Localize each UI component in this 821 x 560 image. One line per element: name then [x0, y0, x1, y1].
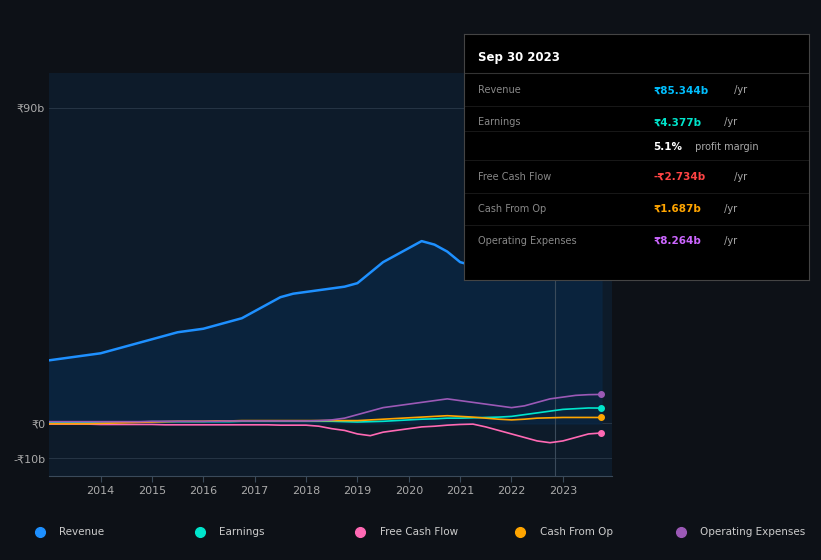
Text: Revenue: Revenue — [59, 527, 104, 537]
Text: /yr: /yr — [721, 236, 737, 246]
Text: Cash From Op: Cash From Op — [478, 203, 546, 213]
Text: Operating Expenses: Operating Expenses — [700, 527, 805, 537]
Text: ₹1.687b: ₹1.687b — [654, 203, 701, 213]
Text: Earnings: Earnings — [478, 117, 521, 127]
Text: Earnings: Earnings — [219, 527, 265, 537]
Text: -₹2.734b: -₹2.734b — [654, 171, 706, 181]
Text: Free Cash Flow: Free Cash Flow — [379, 527, 458, 537]
Text: Sep 30 2023: Sep 30 2023 — [478, 51, 560, 64]
Text: /yr: /yr — [731, 171, 747, 181]
Text: ₹8.264b: ₹8.264b — [654, 236, 701, 246]
Text: Cash From Op: Cash From Op — [539, 527, 612, 537]
Text: /yr: /yr — [731, 85, 747, 95]
Text: profit margin: profit margin — [692, 142, 759, 152]
Text: /yr: /yr — [721, 117, 737, 127]
Text: 5.1%: 5.1% — [654, 142, 682, 152]
Text: Operating Expenses: Operating Expenses — [478, 236, 576, 246]
Text: ₹4.377b: ₹4.377b — [654, 117, 702, 127]
Text: ₹85.344b: ₹85.344b — [654, 85, 709, 95]
Text: Free Cash Flow: Free Cash Flow — [478, 171, 551, 181]
Text: /yr: /yr — [721, 203, 737, 213]
Text: Revenue: Revenue — [478, 85, 521, 95]
